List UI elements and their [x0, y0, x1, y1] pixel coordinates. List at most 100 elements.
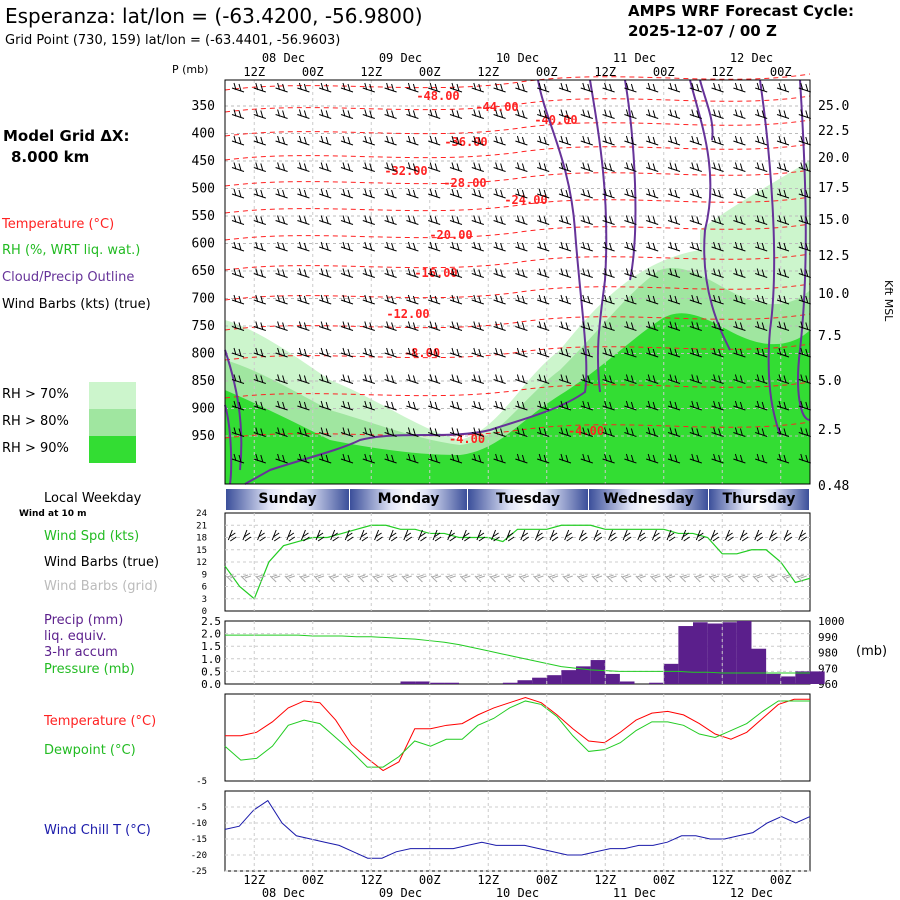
- wind-barb-true: [344, 529, 354, 542]
- wind-barb-grid: [533, 574, 544, 583]
- wind-barb-grid: [416, 574, 427, 583]
- wind-barb-true: [564, 529, 573, 542]
- wind-barb: [253, 241, 266, 252]
- wind-barb: [471, 215, 484, 225]
- wind-barb-grid: [591, 574, 603, 583]
- wind-barb: [362, 374, 375, 384]
- wind-barb: [340, 82, 354, 93]
- rh80-swatch: [89, 409, 136, 436]
- wind-barb: [493, 347, 506, 358]
- bottom-time-tick: 12Z: [243, 873, 265, 887]
- wind-barb: [515, 453, 528, 464]
- wind-barb-true: [432, 529, 442, 542]
- wind-barb: [493, 241, 506, 252]
- pressure-tick-label: 400: [192, 127, 215, 142]
- wind-barb: [646, 109, 659, 119]
- wind-barb: [231, 321, 245, 331]
- wind-barb: [515, 347, 528, 358]
- wind-barb: [689, 82, 702, 93]
- wind-barb-true: [388, 529, 398, 542]
- wind-barb: [428, 427, 441, 437]
- wind-barb: [667, 453, 681, 464]
- bottom-time-tick: 00Z: [770, 873, 792, 887]
- wind-barb: [733, 321, 746, 331]
- wind-barb-true: [681, 529, 690, 542]
- wind-barb: [624, 347, 637, 358]
- wind-barb: [275, 162, 288, 172]
- wind-barb: [558, 294, 572, 305]
- wind-barb: [755, 268, 768, 278]
- legend-temperature: Temperature (°C): [2, 217, 115, 232]
- top-time-tick: 00Z: [302, 65, 324, 79]
- forecast-cycle-label: AMPS WRF Forecast Cycle:: [628, 2, 854, 20]
- wind-barb-grid: [796, 574, 807, 583]
- wind-barb: [449, 82, 463, 93]
- wind-barb: [689, 321, 702, 331]
- wind-barb: [231, 400, 245, 411]
- wind-barb: [384, 453, 397, 464]
- wind-barb: [493, 109, 506, 119]
- wind-barb: [275, 347, 288, 358]
- bottom-time-tick: 00Z: [536, 873, 558, 887]
- pressure-tick-label: 850: [192, 374, 215, 389]
- wind-barb: [711, 374, 724, 384]
- wind-tick-label: 9: [202, 570, 207, 580]
- wind-barb: [297, 400, 310, 411]
- wind-barb: [624, 188, 637, 199]
- temperature-contour: [224, 223, 811, 241]
- wind-barb: [580, 427, 593, 437]
- height-tick-label: 0.48: [818, 479, 849, 494]
- wind-barb: [733, 453, 746, 464]
- wind-barb-true: [505, 529, 515, 542]
- wind-barb: [602, 427, 615, 437]
- wind-barb-true: [447, 529, 456, 542]
- wind-barb: [449, 427, 463, 437]
- wind-barb: [689, 400, 702, 411]
- wind-barb: [558, 241, 572, 252]
- wind-barb: [776, 374, 790, 384]
- wind-barb: [755, 241, 768, 252]
- wind-barb-grid: [620, 574, 632, 583]
- wind-barb: [275, 109, 288, 119]
- wind-barb: [297, 453, 310, 464]
- wind-barb: [449, 135, 463, 146]
- wind-barb: [646, 188, 659, 199]
- top-date-label: 10 Dec: [496, 51, 539, 65]
- wind-barb: [537, 321, 550, 331]
- wind-barb: [471, 82, 484, 93]
- temperature-contour: [224, 253, 811, 271]
- wind-barb: [667, 347, 681, 358]
- wind-barb-grid: [445, 574, 456, 583]
- top-time-tick: 12Z: [477, 65, 499, 79]
- wind-barb: [297, 374, 310, 384]
- wind-barb: [755, 321, 768, 331]
- wind-barb: [449, 162, 463, 172]
- wind-barb: [362, 294, 375, 305]
- wind-barb-true: [271, 529, 281, 542]
- wind-barb: [428, 294, 441, 305]
- pressure-tick-label: 950: [192, 429, 215, 444]
- height-tick-label: 22.5: [818, 124, 849, 139]
- wind-barb: [537, 241, 550, 252]
- temperature-contour-label: -24.00: [504, 193, 547, 207]
- wind-barb: [340, 374, 354, 384]
- wind-barb: [275, 268, 288, 278]
- precip-bar: [736, 621, 752, 684]
- wind-barb: [776, 82, 790, 93]
- height-tick-label: 10.0: [818, 287, 849, 302]
- wind-barb: [340, 294, 354, 305]
- wind-barb: [580, 135, 593, 146]
- wind-barb-true: [534, 529, 544, 542]
- wind-barb: [231, 453, 245, 464]
- wind-barb: [776, 268, 790, 278]
- wind-barb: [515, 321, 528, 331]
- wind-barb: [406, 453, 419, 464]
- wind-barb: [798, 427, 811, 437]
- wind-barb: [624, 374, 637, 384]
- wind-barb: [362, 162, 375, 172]
- rh70-swatch: [89, 382, 136, 409]
- wind-barb-true: [725, 529, 734, 542]
- wind-barb: [362, 188, 375, 199]
- wind-barb: [537, 135, 550, 146]
